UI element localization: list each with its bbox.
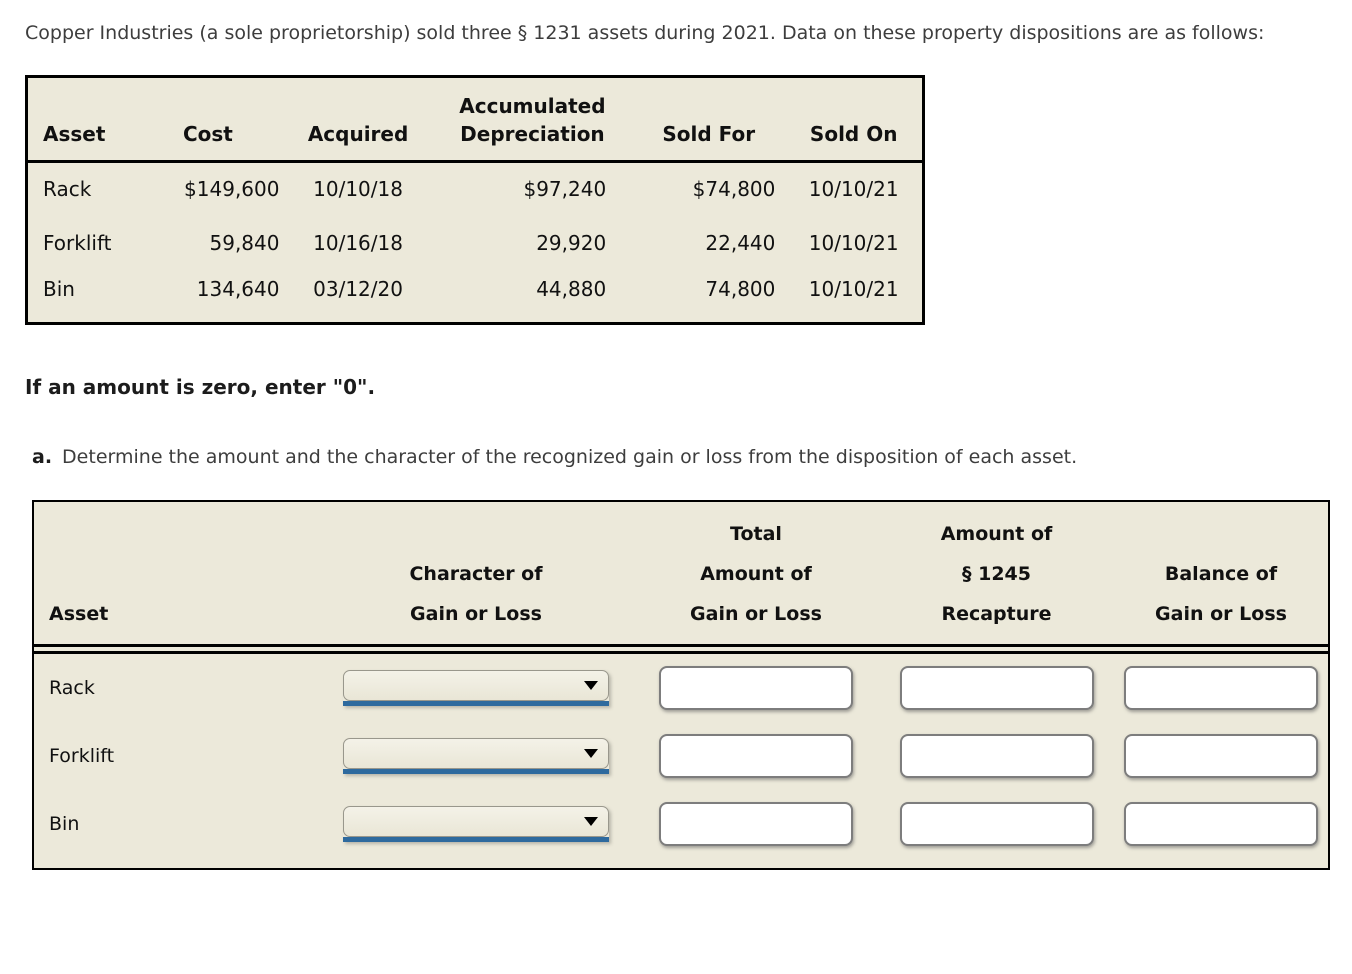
column-header-acquired: Acquired — [283, 118, 433, 163]
balance-gain-loss-input-rack[interactable] — [1124, 666, 1318, 710]
column-header-row: Asset Cost Acquired Depreciation Sold Fo… — [26, 118, 924, 163]
acquired-cell: 03/12/20 — [313, 276, 403, 301]
header-1245-recapture: Amount of § 1245 Recapture — [940, 523, 1053, 625]
row-label-bin: Bin — [49, 813, 80, 835]
answer-form-table: Asset Character of Gain or Loss Total Am… — [32, 500, 1330, 870]
depreciation-cell: $97,240 — [523, 177, 607, 202]
total-gain-loss-input-bin[interactable] — [659, 802, 853, 846]
header-total-amount-of-gain-or-loss: Total Amount of Gain or Loss — [690, 523, 822, 625]
column-header-cost: Cost — [132, 118, 284, 163]
intro-paragraph: Copper Industries (a sole proprietorship… — [25, 22, 1265, 44]
table-row-rack: Rack $149,600 10/10/18 $97,240 $74,800 1… — [27, 162, 924, 216]
sold-for-cell: $74,800 — [692, 177, 776, 202]
column-header-sold-on: Sold On — [785, 118, 924, 163]
header-character-of-gain-or-loss: Character of Gain or Loss — [409, 563, 543, 625]
accumulated-header: Accumulated — [459, 94, 606, 118]
asset-cell: Bin — [43, 276, 75, 301]
answer-table-header: Asset Character of Gain or Loss Total Am… — [34, 502, 1328, 644]
answer-row-forklift: Forklift — [34, 722, 1328, 790]
recapture-1245-input-forklift[interactable] — [899, 734, 1094, 778]
table-row-forklift: Forklift 59,840 10/16/18 29,920 22,440 1… — [27, 216, 924, 270]
balance-gain-loss-input-bin[interactable] — [1124, 802, 1318, 846]
row-label-forklift: Forklift — [49, 745, 115, 767]
row-label-rack: Rack — [49, 677, 95, 699]
character-select-wrap — [343, 738, 609, 774]
acquired-cell: 10/10/18 — [313, 177, 403, 202]
asset-cell: Forklift — [43, 230, 112, 255]
depreciation-cell: 44,880 — [536, 276, 607, 301]
accumulated-header-row: Accumulated — [27, 77, 924, 118]
column-header-sold-for: Sold For — [632, 118, 786, 163]
acquired-cell: 10/16/18 — [313, 230, 403, 255]
recapture-1245-input-rack[interactable] — [899, 666, 1094, 710]
part-a-label: a. — [32, 446, 53, 468]
header-balance-of-gain-or-loss: Balance of Gain or Loss — [1155, 563, 1287, 625]
asset-cell: Rack — [43, 177, 92, 202]
character-select-bin[interactable] — [343, 806, 609, 837]
total-gain-loss-input-forklift[interactable] — [659, 734, 853, 778]
answer-row-rack: Rack — [34, 654, 1328, 722]
sold-for-cell: 22,440 — [705, 230, 776, 255]
header-double-rule — [34, 644, 1328, 654]
recapture-1245-input-bin[interactable] — [899, 802, 1094, 846]
cost-cell: $149,600 — [184, 177, 280, 202]
sold-on-cell: 10/10/21 — [808, 276, 899, 301]
sold-on-cell: 10/10/21 — [808, 177, 899, 202]
depreciation-cell: 29,920 — [536, 230, 607, 255]
character-select-forklift[interactable] — [343, 738, 609, 769]
table-row-bin: Bin 134,640 03/12/20 44,880 74,800 10/10… — [27, 270, 924, 324]
header-asset: Asset — [49, 603, 109, 625]
total-gain-loss-input-rack[interactable] — [659, 666, 853, 710]
column-header-asset: Asset — [26, 118, 133, 163]
sold-for-cell: 74,800 — [705, 276, 776, 301]
character-select-wrap — [343, 670, 609, 706]
balance-gain-loss-input-forklift[interactable] — [1124, 734, 1318, 778]
character-select-rack[interactable] — [343, 670, 609, 701]
answer-row-bin: Bin — [34, 790, 1328, 858]
column-header-depreciation: Depreciation — [432, 118, 633, 163]
zero-instruction: If an amount is zero, enter "0". — [25, 375, 376, 399]
character-select-wrap — [343, 806, 609, 842]
asset-data-table: Accumulated Asset Cost Acquired Deprecia… — [25, 75, 925, 325]
part-a-text: Determine the amount and the character o… — [62, 446, 1078, 468]
cost-cell: 134,640 — [196, 276, 280, 301]
cost-cell: 59,840 — [209, 230, 280, 255]
part-a-prompt: a. Determine the amount and the character… — [32, 436, 1332, 478]
sold-on-cell: 10/10/21 — [808, 230, 899, 255]
